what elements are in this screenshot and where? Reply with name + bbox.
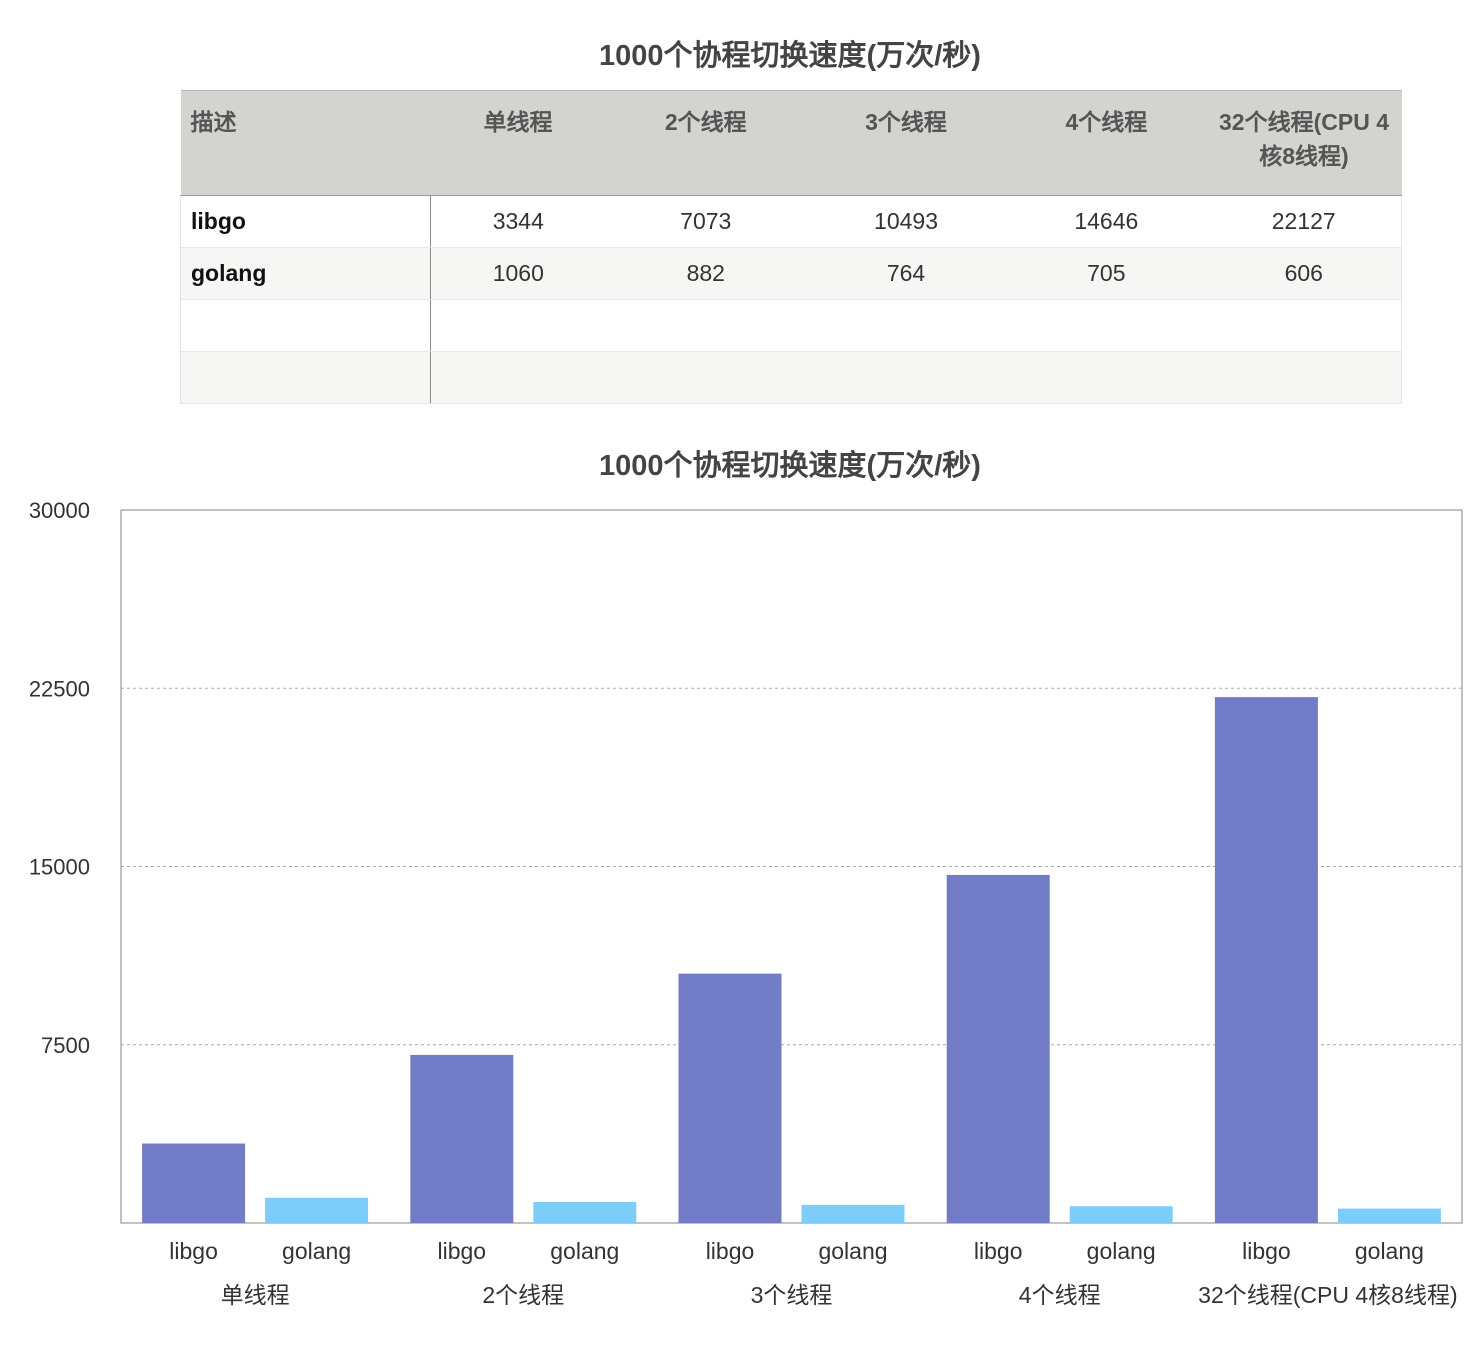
x-category-label: 2个线程 bbox=[482, 1282, 564, 1308]
table-row-empty bbox=[180, 299, 1402, 352]
row-label: libgo bbox=[180, 195, 431, 248]
x-series-label: golang bbox=[1087, 1238, 1156, 1264]
table-cell: 22127 bbox=[1206, 195, 1402, 248]
header-cell: 2个线程 bbox=[605, 90, 806, 196]
table-row-empty bbox=[180, 351, 1402, 404]
table-cell: 14646 bbox=[1006, 195, 1207, 248]
x-series-label: golang bbox=[282, 1238, 351, 1264]
y-tick-label: 7500 bbox=[41, 1033, 90, 1058]
row-label bbox=[180, 351, 431, 404]
chart-title: 1000个协程切换速度(万次/秒) bbox=[599, 450, 981, 482]
x-series-label: libgo bbox=[1242, 1238, 1291, 1264]
table-cell: 1060 bbox=[430, 247, 606, 300]
x-series-label: libgo bbox=[974, 1238, 1023, 1264]
x-category-label: 32个线程(CPU 4核8线程) bbox=[1198, 1282, 1457, 1308]
table-cell bbox=[430, 351, 1402, 404]
header-cell: 4个线程 bbox=[1006, 90, 1207, 196]
header-cell: 32个线程(CPU 4核8线程) bbox=[1206, 90, 1402, 196]
bar-golang bbox=[533, 1202, 637, 1223]
table-cell: 606 bbox=[1206, 247, 1402, 300]
table-cell bbox=[430, 299, 1402, 352]
bar-golang bbox=[1069, 1206, 1173, 1223]
y-tick-label: 22500 bbox=[29, 676, 90, 701]
table-cell: 7073 bbox=[605, 195, 806, 248]
data-table: 描述 单线程 2个线程 3个线程 4个线程 32个线程(CPU 4核8线程) l… bbox=[180, 90, 1402, 404]
table-row: golang 1060 882 764 705 606 bbox=[180, 247, 1402, 300]
header-cell: 描述 bbox=[180, 90, 431, 196]
x-category-label: 4个线程 bbox=[1019, 1282, 1101, 1308]
bar-libgo bbox=[1214, 697, 1318, 1223]
x-series-label: golang bbox=[1355, 1238, 1424, 1264]
table-cell: 3344 bbox=[430, 195, 606, 248]
bar-libgo bbox=[410, 1054, 514, 1223]
bar-libgo bbox=[678, 973, 782, 1223]
bar-libgo bbox=[946, 874, 1050, 1223]
x-series-label: golang bbox=[818, 1238, 887, 1264]
row-label: golang bbox=[180, 247, 431, 300]
bar-golang bbox=[1337, 1208, 1441, 1223]
x-series-label: libgo bbox=[706, 1238, 755, 1264]
table-cell: 705 bbox=[1006, 247, 1207, 300]
table-title: 1000个协程切换速度(万次/秒) bbox=[599, 40, 981, 72]
bar-libgo bbox=[142, 1143, 246, 1223]
y-tick-label: 30000 bbox=[29, 498, 90, 523]
x-series-label: libgo bbox=[169, 1238, 218, 1264]
bar-golang bbox=[265, 1197, 369, 1223]
row-label bbox=[180, 299, 431, 352]
x-category-label: 单线程 bbox=[221, 1282, 290, 1308]
header-cell: 3个线程 bbox=[805, 90, 1007, 196]
y-tick-label: 15000 bbox=[29, 855, 90, 880]
table-row: libgo 3344 7073 10493 14646 22127 bbox=[180, 195, 1402, 248]
bar-golang bbox=[801, 1204, 905, 1223]
x-category-label: 3个线程 bbox=[751, 1282, 833, 1308]
x-series-label: libgo bbox=[437, 1238, 486, 1264]
x-series-label: golang bbox=[550, 1238, 619, 1264]
table-cell: 882 bbox=[605, 247, 806, 300]
table-cell: 10493 bbox=[805, 195, 1007, 248]
table-header-row: 描述 单线程 2个线程 3个线程 4个线程 32个线程(CPU 4核8线程) bbox=[180, 90, 1402, 196]
table-cell: 764 bbox=[805, 247, 1007, 300]
header-cell: 单线程 bbox=[430, 90, 606, 196]
